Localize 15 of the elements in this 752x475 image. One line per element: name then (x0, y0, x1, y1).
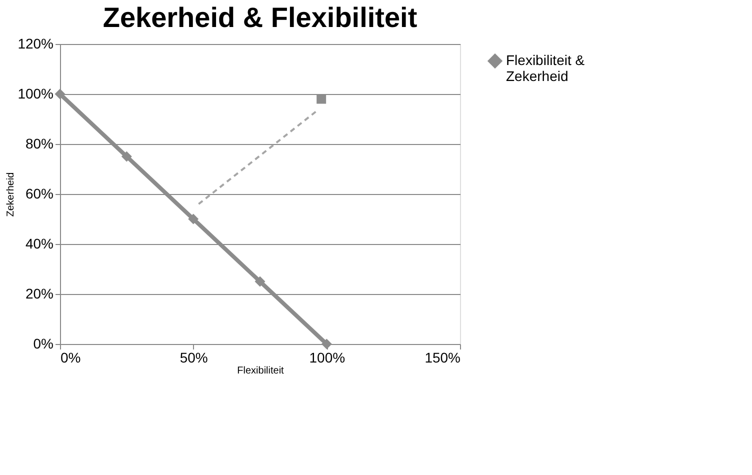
y-tick-label: 80% (25, 136, 54, 152)
x-tick-label: 50% (180, 350, 208, 366)
x-tick-label: 150% (424, 350, 460, 366)
legend-label: Flexibiliteit & Zekerheid (506, 52, 586, 84)
x-tick-label: 0% (60, 350, 81, 366)
y-axis-title: Zekerheid (6, 172, 17, 217)
y-tick-label: 60% (25, 186, 54, 202)
y-tick-label: 120% (18, 36, 54, 52)
y-tick-label: 40% (25, 236, 54, 252)
x-tick-label: 100% (309, 350, 346, 366)
chart-title: Zekerheid & Flexibiliteit (102, 2, 418, 33)
y-tick-label: 0% (33, 336, 54, 352)
y-tick-label: 100% (18, 86, 54, 102)
y-tick-label: 20% (25, 286, 54, 302)
x-axis-title: Flexibiliteit (237, 366, 284, 376)
